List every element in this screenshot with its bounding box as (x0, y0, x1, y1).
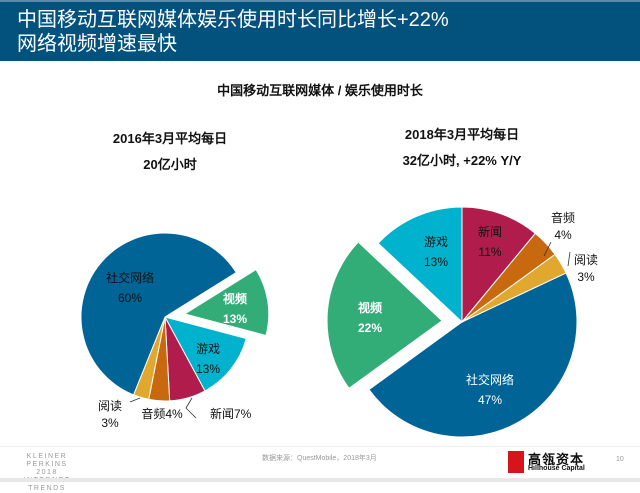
right-title-line-1: 2018年3月平均每日 (404, 127, 520, 142)
left-title-line-1: 2016年3月平均每日 (112, 131, 228, 146)
slice-label-1-0: 新闻 11% (478, 224, 502, 259)
left-title-line-2: 20亿小时 (143, 157, 197, 172)
pie-slice-0-0 (183, 268, 270, 337)
slice-label-1-5: 游戏 13% (424, 235, 448, 269)
slice-label-0-0: 视频 13% (223, 291, 247, 326)
hillhouse-logo-icon (508, 451, 524, 473)
slice-label-0-5: 社交网络 60% (106, 270, 154, 305)
right-chart-title: 2018年3月平均每日 32亿小时, +22% Y/Y (352, 122, 572, 174)
slice-label-1-2: 阅读 3% (574, 253, 598, 284)
logo-cn: 高瓴资本 (528, 452, 585, 467)
bottom-bar (0, 478, 640, 482)
data-source: 数据来源：QuestMobile，2018年3月 (262, 455, 377, 462)
slice-label-1-1: 音频 4% (551, 210, 575, 242)
leader-line-1-1 (543, 241, 552, 257)
title-line-2: 网络视频增速最快 (17, 33, 177, 55)
slice-label-0-4: 阅读 3% (98, 399, 122, 430)
pie-slice-0-5 (80, 232, 237, 396)
logo-en: Hillhouse Capital (528, 465, 585, 472)
slice-label-1-3: 社交网络 47% (466, 372, 514, 407)
pie-slice-1-5 (377, 206, 463, 324)
leader-line-1-2 (567, 251, 571, 267)
pie-slice-1-3 (368, 272, 578, 438)
kpcb-brand: KLEINER PERKINS 2018 INTERNET TRENDS (6, 453, 88, 493)
leader-line-0-2 (185, 397, 197, 419)
chart-subtitle: 中国移动互联网媒体 / 娱乐使用时长 (217, 83, 423, 98)
brand-line-1: KLEINER PERKINS (26, 453, 68, 468)
title-line-1: 中国移动互联网媒体娱乐使用时长同比增长+22% (17, 9, 449, 31)
left-chart-title: 2016年3月平均每日 20亿小时 (60, 126, 280, 178)
title-bar: 中国移动互联网媒体娱乐使用时长同比增长+22% 网络视频增速最快 (0, 0, 640, 61)
slice-label-0-3: 音频4% (141, 406, 183, 421)
right-title-line-2: 32亿小时, +22% Y/Y (402, 153, 522, 168)
leader-line-0-4 (129, 397, 141, 403)
footer (0, 446, 640, 479)
page-number: 10 (616, 456, 624, 463)
brand-line-2: 2018 (36, 469, 58, 476)
pie-charts: 视频 13%游戏 13%新闻7%音频4%阅读 3%社交网络 60%新闻 11%音频 4%阅读… (80, 206, 598, 438)
pie-slice-1-4 (326, 241, 443, 390)
pie-slice-0-1 (164, 316, 247, 392)
slice-label-0-1: 游戏 13% (196, 342, 220, 376)
slice-label-0-2: 新闻7% (210, 406, 252, 421)
slice-label-1-4: 视频 22% (358, 300, 382, 335)
pie-slice-1-0 (461, 206, 537, 324)
